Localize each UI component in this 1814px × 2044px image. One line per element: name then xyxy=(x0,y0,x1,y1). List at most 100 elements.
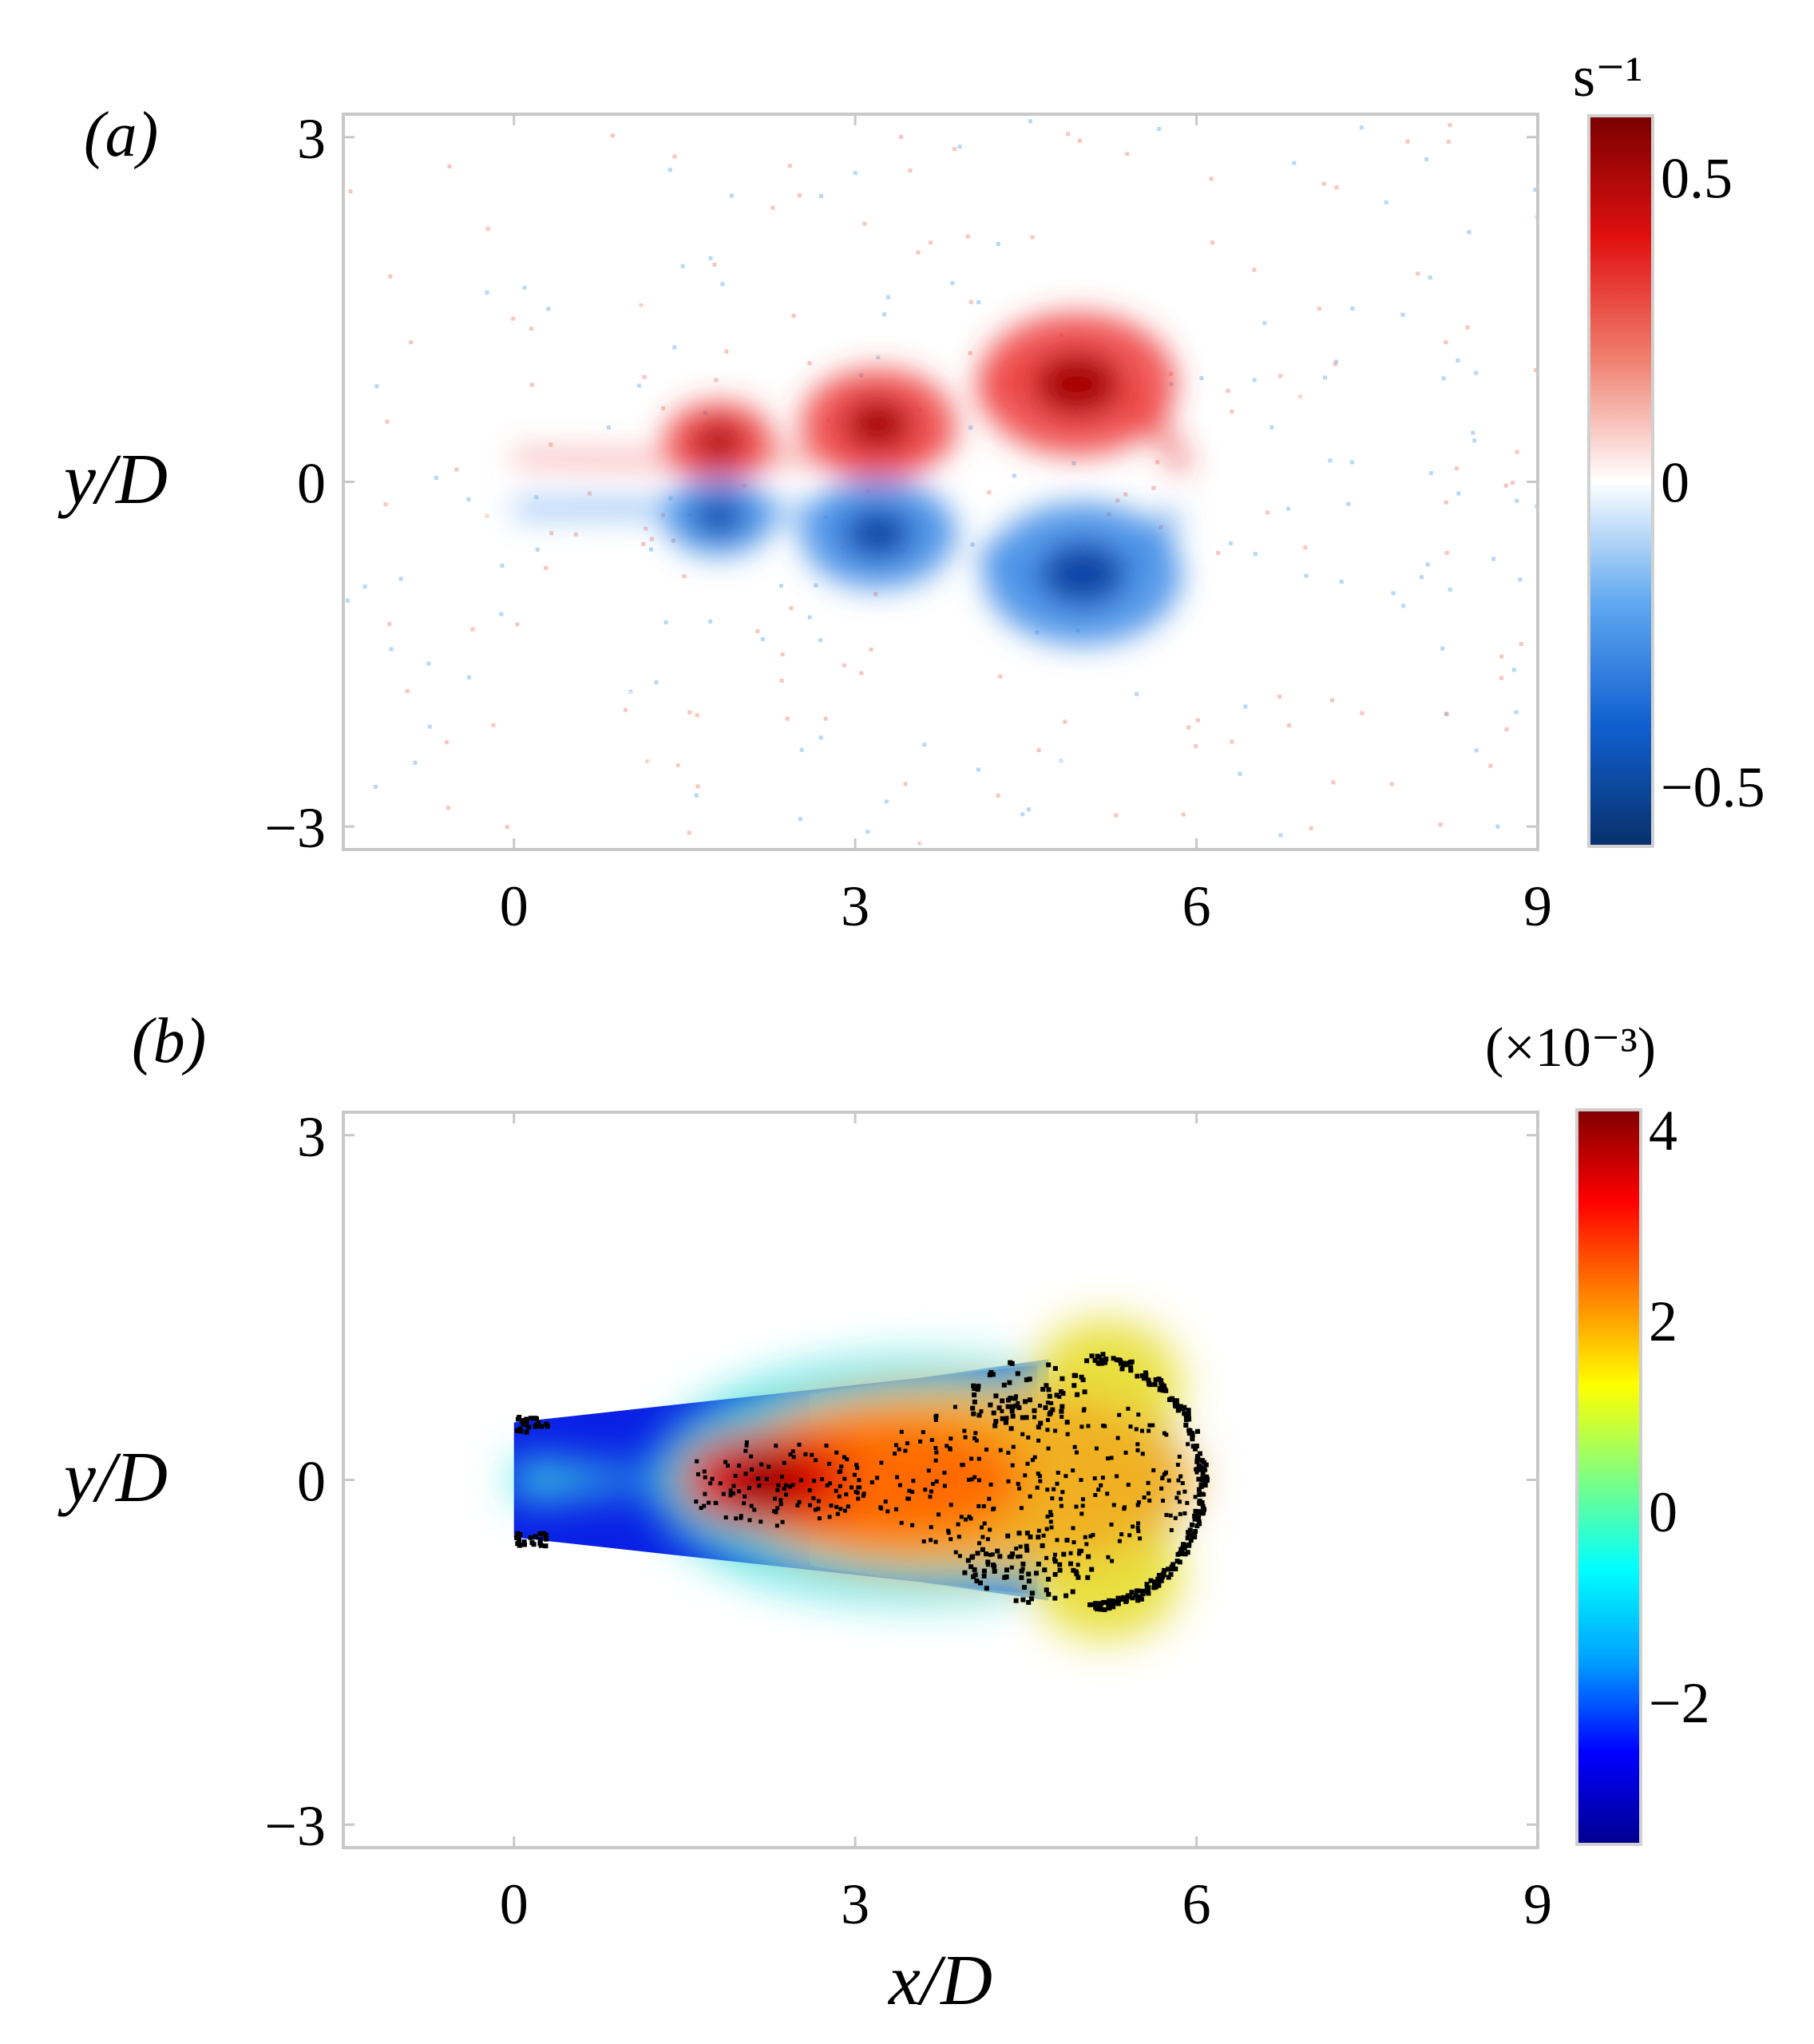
noise-dot xyxy=(1330,179,1335,184)
contour-dot xyxy=(817,1516,822,1521)
noise-dot xyxy=(1015,773,1020,778)
contour-dot xyxy=(703,1491,707,1496)
contour-dot xyxy=(539,1424,545,1429)
noise-dot xyxy=(509,644,514,648)
noise-dot xyxy=(1346,477,1351,482)
noise-dot xyxy=(682,574,687,579)
noise-dot xyxy=(553,439,557,444)
noise-dot xyxy=(1381,648,1386,653)
noise-dot xyxy=(1531,711,1535,715)
contour-dot xyxy=(981,1568,987,1574)
panel-a-ylabel: y/D xyxy=(57,440,168,519)
contour-dot xyxy=(1174,1495,1179,1500)
noise-dot xyxy=(470,454,475,459)
noise-dot xyxy=(733,258,738,263)
contour-dot xyxy=(1129,1590,1135,1595)
noise-dot xyxy=(1374,423,1379,428)
contour-dot xyxy=(980,1525,984,1530)
noise-dot xyxy=(559,592,564,597)
noise-dot xyxy=(650,621,655,626)
contour-dot xyxy=(1175,1463,1180,1467)
noise-dot xyxy=(499,400,504,405)
contour-dot xyxy=(1007,1380,1012,1385)
noise-dot xyxy=(869,299,873,303)
noise-dot xyxy=(374,343,378,348)
noise-dot xyxy=(1397,159,1402,164)
noise-dot xyxy=(572,386,576,390)
noise-dot xyxy=(1331,780,1336,785)
noise-dot xyxy=(868,693,873,697)
contour-dot xyxy=(1102,1607,1107,1613)
noise-dot xyxy=(1254,295,1258,299)
noise-dot xyxy=(873,658,877,663)
contour-dot xyxy=(1119,1361,1123,1366)
noise-dot xyxy=(972,252,977,256)
noise-dot xyxy=(718,577,723,582)
contour-dot xyxy=(972,1392,977,1397)
noise-dot xyxy=(623,521,628,525)
contour-dot xyxy=(782,1486,786,1491)
noise-dot xyxy=(626,224,631,229)
contour-dot xyxy=(1084,1542,1089,1547)
noise-dot xyxy=(891,810,896,814)
noise-dot xyxy=(1367,482,1372,487)
contour-dot xyxy=(1070,1589,1075,1594)
noise-dot xyxy=(507,137,512,141)
noise-dot xyxy=(717,556,722,561)
noise-dot xyxy=(1302,415,1307,420)
noise-dot xyxy=(669,358,674,363)
noise-dot xyxy=(881,342,885,347)
contour-dot xyxy=(1199,1491,1205,1497)
noise-dot xyxy=(1297,804,1302,809)
noise-dot xyxy=(1080,163,1085,168)
noise-dot xyxy=(1071,840,1075,845)
noise-dot xyxy=(726,613,731,618)
noise-dot xyxy=(1362,454,1367,458)
noise-dot xyxy=(1174,263,1178,267)
contour-dot xyxy=(1152,1581,1157,1586)
noise-dot xyxy=(1281,614,1285,619)
contour-dot xyxy=(1135,1448,1140,1452)
noise-dot xyxy=(696,337,700,341)
noise-dot xyxy=(1201,367,1206,372)
noise-dot xyxy=(796,805,801,810)
noise-dot xyxy=(723,778,727,782)
contour-dot xyxy=(750,1468,754,1472)
noise-dot xyxy=(628,690,633,694)
noise-dot xyxy=(1440,646,1445,651)
noise-dot xyxy=(1503,568,1508,572)
noise-dot xyxy=(1265,233,1269,238)
noise-dot xyxy=(921,761,925,766)
noise-dot xyxy=(553,300,557,305)
noise-dot xyxy=(626,537,630,541)
noise-dot xyxy=(944,390,949,395)
noise-dot xyxy=(857,718,862,723)
noise-dot xyxy=(373,818,378,823)
noise-dot xyxy=(567,739,572,743)
noise-dot xyxy=(374,349,378,354)
noise-dot xyxy=(1299,843,1304,848)
noise-dot xyxy=(926,832,931,837)
noise-dot xyxy=(1531,531,1536,536)
noise-dot xyxy=(931,143,936,148)
noise-dot xyxy=(1224,608,1229,613)
noise-dot xyxy=(535,324,540,329)
noise-dot xyxy=(1388,494,1392,499)
noise-dot xyxy=(810,687,814,692)
noise-dot xyxy=(649,660,654,664)
noise-dot xyxy=(1004,190,1009,195)
noise-dot xyxy=(514,539,519,544)
contour-dot xyxy=(988,1369,994,1375)
contour-dot xyxy=(803,1452,808,1456)
noise-dot xyxy=(1284,438,1289,443)
noise-dot xyxy=(840,620,845,624)
noise-dot xyxy=(592,703,596,707)
noise-dot xyxy=(434,762,438,766)
contour-dot xyxy=(852,1472,857,1477)
contour-dot xyxy=(1079,1511,1084,1516)
noise-dot xyxy=(916,597,921,602)
contour-dot xyxy=(774,1523,779,1528)
noise-dot xyxy=(1144,284,1149,289)
noise-dot xyxy=(645,644,649,648)
